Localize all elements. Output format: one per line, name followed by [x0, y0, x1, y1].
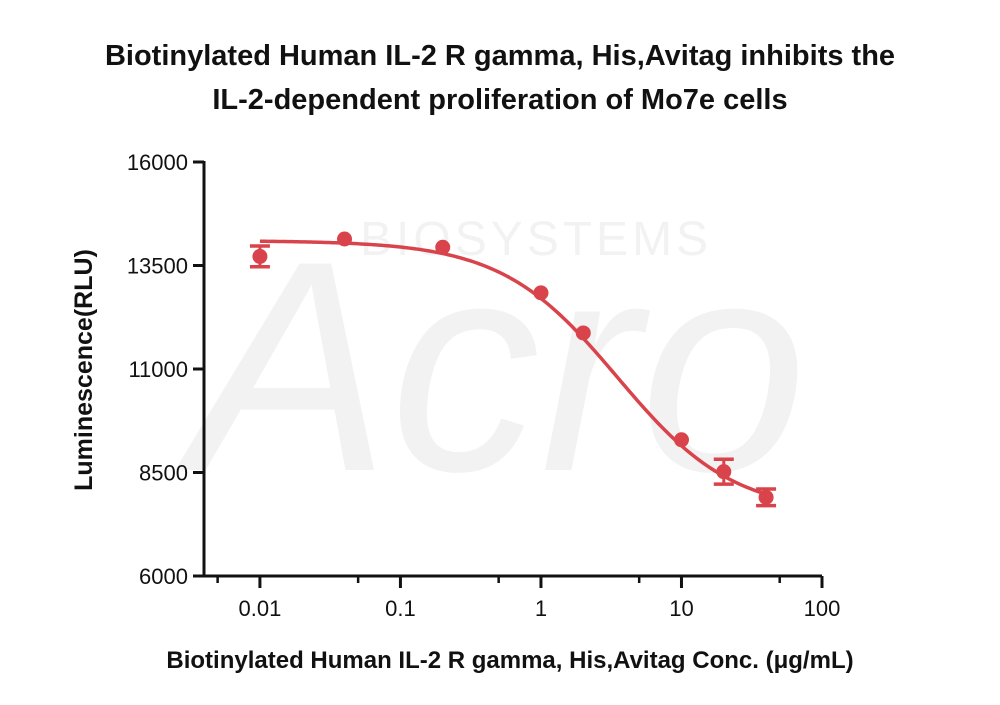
- data-point: [758, 489, 774, 505]
- data-point: [716, 464, 732, 480]
- x-tick-label: 0.1: [385, 596, 416, 621]
- chart-title-line-2: IL-2-dependent proliferation of Mo7e cel…: [212, 84, 788, 116]
- data-point: [252, 248, 268, 264]
- data-point: [575, 325, 591, 341]
- x-tick-label: 1: [535, 596, 547, 621]
- data-point: [337, 231, 353, 247]
- watermark-subtext: BIOSYSTEMS: [360, 213, 712, 266]
- x-tick-label: 10: [669, 596, 693, 621]
- y-tick-label: 11000: [128, 357, 188, 382]
- y-tick-label: 16000: [127, 150, 188, 175]
- data-points-group: [249, 231, 777, 508]
- y-axis-label: Luminescence(RLU): [70, 249, 98, 491]
- watermark-logo-text: Acro: [171, 198, 807, 534]
- data-point: [435, 239, 451, 255]
- chart-title-line-1: Biotinylated Human IL-2 R gamma, His,Avi…: [104, 40, 896, 72]
- y-tick-label: 6000: [139, 564, 188, 589]
- watermark: Acro BIOSYSTEMS: [171, 198, 807, 534]
- data-point: [673, 432, 689, 448]
- axes: 6000 8500 11000 13500 16000 0.01 0.1 1 10 100: [127, 150, 841, 621]
- y-tick-label: 8500: [139, 461, 188, 486]
- chart-title: Biotinylated Human IL-2 R gamma, His,Avi…: [0, 34, 1000, 122]
- y-tick-label: 13500: [127, 254, 188, 279]
- x-axis-label: Biotinylated Human IL-2 R gamma, His,Avi…: [166, 647, 853, 674]
- x-tick-label: 0.01: [239, 596, 282, 621]
- x-tick-label: 100: [804, 596, 841, 621]
- data-point: [533, 285, 549, 301]
